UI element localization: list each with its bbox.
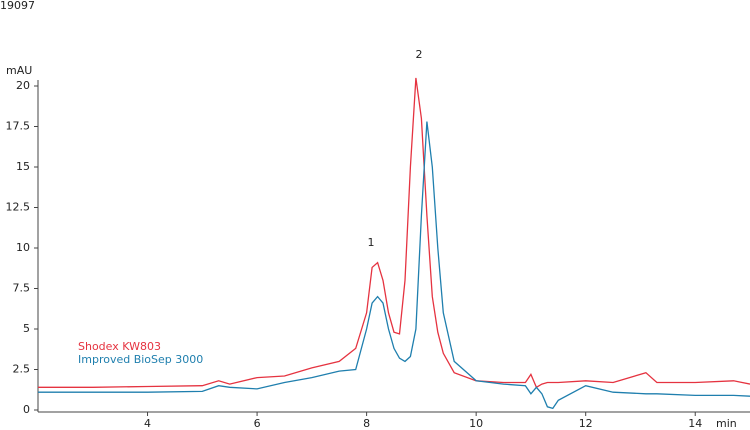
caption: 19097 (0, 0, 35, 12)
y-tick-label: 20 (16, 79, 30, 92)
x-tick-label: 4 (144, 417, 151, 430)
y-tick-label: 15 (16, 160, 30, 173)
peak-label: 1 (368, 236, 375, 249)
y-tick-label: 12.5 (6, 201, 31, 214)
x-tick-label: 6 (254, 417, 261, 430)
legend-label: Improved BioSep 3000 (78, 353, 203, 366)
x-tick-label: 10 (469, 417, 483, 430)
y-tick-label: 10 (16, 241, 30, 254)
x-axis-label: min (716, 417, 737, 430)
y-tick-label: 7.5 (13, 282, 31, 295)
peak-label: 2 (416, 48, 423, 61)
x-tick-label: 14 (688, 417, 702, 430)
series-line (38, 121, 750, 410)
y-tick-label: 0 (23, 403, 30, 416)
y-axis-label: mAU (6, 64, 32, 77)
y-tick-label: 5 (23, 322, 30, 335)
x-tick-label: 8 (363, 417, 370, 430)
legend-label: Shodex KW803 (78, 340, 161, 353)
y-tick-label: 2.5 (13, 363, 31, 376)
series-line (38, 77, 750, 389)
y-tick-label: 17.5 (6, 120, 31, 133)
x-tick-label: 12 (579, 417, 593, 430)
